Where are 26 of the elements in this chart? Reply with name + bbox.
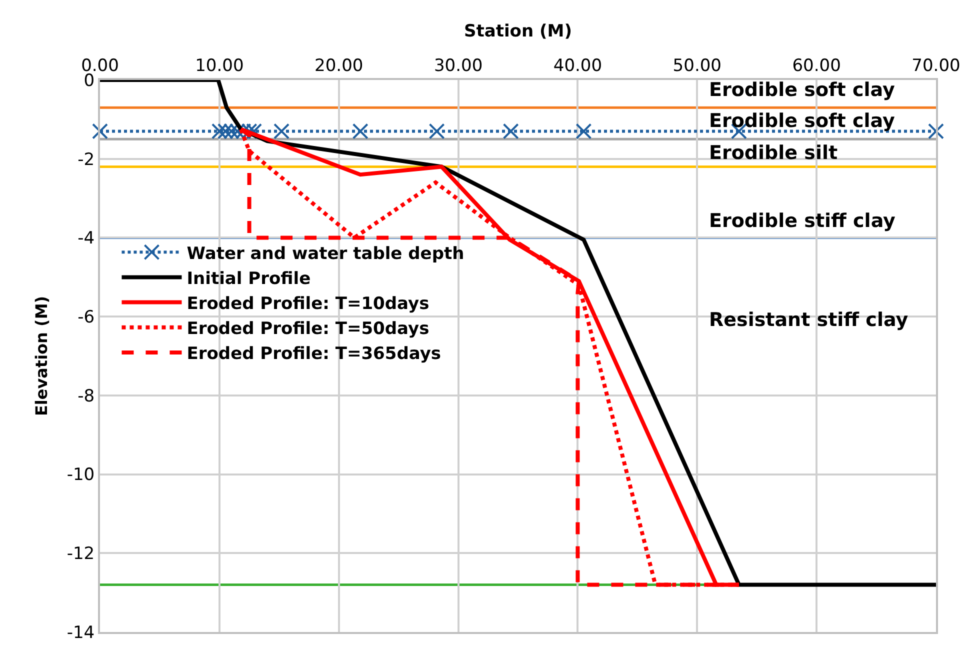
x-tick-label: 70.00 [912,56,960,76]
annotation: Erodible soft clay [709,110,896,132]
x-tick-label: 30.00 [434,56,483,76]
y-tick-label: -8 [78,386,95,406]
x-tick-label: 50.00 [672,56,722,76]
y-tick-label: -12 [66,544,95,564]
y-axis-title: Elevation (M) [32,296,52,416]
x-tick-label: 10.00 [195,56,244,76]
y-tick-label: -2 [78,150,95,170]
annotation: Erodible stiff clay [709,210,896,232]
legend-label: Eroded Profile: T=10days [186,294,430,314]
y-tick-label: -14 [66,622,95,643]
x-tick-label: 20.00 [314,56,364,76]
y-tick-label: -10 [66,465,95,486]
y-tick-label: -6 [78,308,95,328]
legend-label: Eroded Profile: T=50days [186,319,430,340]
legend-label: Initial Profile [186,268,311,289]
x-tick-label: 40.00 [553,56,602,76]
legend-label: Eroded Profile: T=365days [186,344,442,364]
y-tick-label: -4 [78,228,95,249]
annotation: Erodible silt [709,142,838,164]
legend-label: Water and water table depth [186,244,464,264]
x-tick-label: 60.00 [792,56,841,76]
annotation: Erodible soft clay [709,79,896,101]
x-axis-title: Station (M) [464,21,572,42]
annotation: Resistant stiff clay [709,309,909,331]
